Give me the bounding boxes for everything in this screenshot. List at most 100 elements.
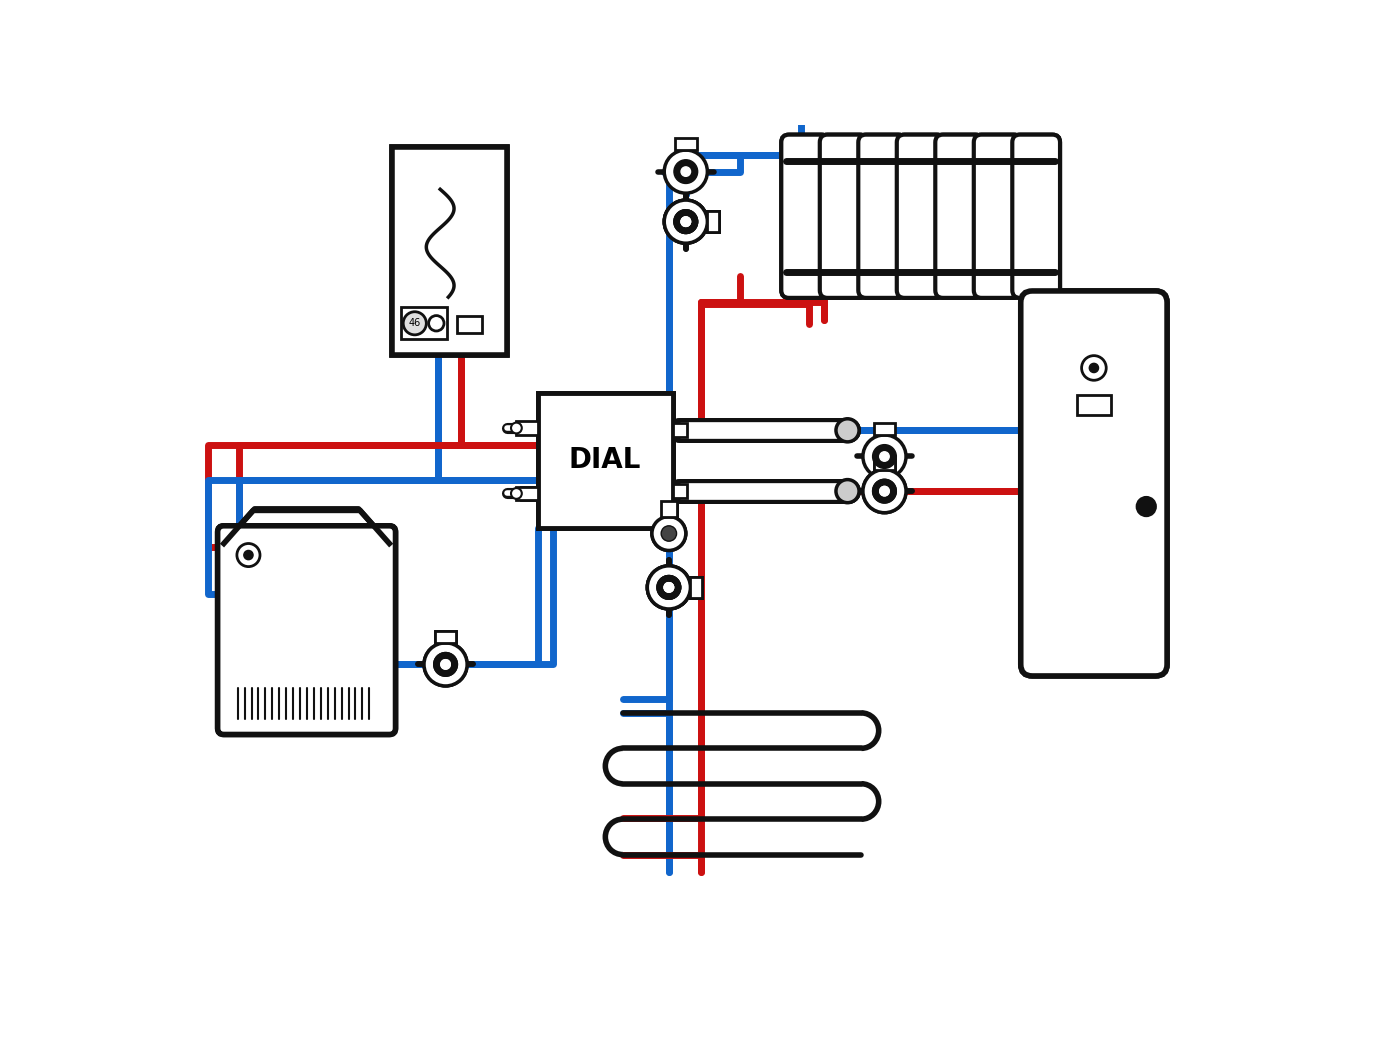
Circle shape [664, 150, 708, 193]
FancyBboxPatch shape [858, 135, 905, 298]
Circle shape [836, 480, 859, 503]
Bar [708, 211, 719, 232]
Circle shape [648, 565, 691, 609]
Circle shape [1089, 364, 1099, 373]
Bar [708, 211, 719, 232]
Bar [673, 484, 687, 498]
Bar [873, 458, 896, 469]
Circle shape [244, 551, 254, 560]
Bar [435, 631, 457, 643]
Circle shape [836, 419, 859, 442]
Bar [517, 487, 538, 501]
Circle shape [403, 311, 426, 334]
Bar [391, 147, 507, 355]
Circle shape [837, 419, 858, 441]
FancyBboxPatch shape [217, 526, 396, 735]
Circle shape [440, 659, 450, 669]
FancyBboxPatch shape [1013, 135, 1060, 298]
FancyBboxPatch shape [935, 135, 983, 298]
FancyBboxPatch shape [974, 135, 1021, 298]
Bar [1077, 395, 1110, 415]
Circle shape [681, 167, 691, 177]
Bar [1077, 395, 1110, 415]
Bar [457, 317, 482, 333]
Circle shape [1081, 355, 1106, 380]
Circle shape [872, 480, 896, 503]
Bar [517, 421, 538, 435]
Bar [676, 138, 696, 150]
Circle shape [652, 516, 685, 551]
Bar [538, 393, 673, 528]
Bar [873, 458, 896, 469]
Bar [391, 147, 507, 355]
FancyBboxPatch shape [820, 135, 868, 298]
Bar [691, 577, 702, 598]
Bar [662, 502, 677, 516]
Circle shape [657, 576, 681, 599]
FancyBboxPatch shape [1021, 291, 1167, 676]
Circle shape [662, 526, 677, 541]
Circle shape [237, 543, 260, 566]
Circle shape [652, 516, 685, 551]
Circle shape [664, 583, 674, 593]
Circle shape [440, 659, 450, 669]
Circle shape [837, 481, 858, 502]
Bar [521, 487, 538, 500]
FancyBboxPatch shape [781, 135, 829, 298]
Circle shape [1137, 497, 1156, 516]
Circle shape [244, 551, 254, 560]
Circle shape [237, 543, 260, 566]
Circle shape [657, 576, 681, 599]
Bar [457, 317, 482, 333]
Circle shape [681, 217, 691, 227]
FancyBboxPatch shape [935, 135, 983, 298]
Circle shape [1089, 364, 1099, 373]
Circle shape [664, 583, 674, 593]
Circle shape [429, 316, 444, 331]
Circle shape [511, 422, 522, 434]
FancyBboxPatch shape [217, 526, 396, 735]
Text: 46: 46 [408, 319, 421, 328]
Circle shape [648, 565, 691, 609]
Bar [691, 577, 702, 598]
Circle shape [880, 451, 889, 461]
Text: DIAL: DIAL [568, 446, 641, 474]
Text: 46: 46 [408, 319, 421, 328]
Bar [401, 307, 447, 340]
Circle shape [674, 210, 698, 233]
Circle shape [674, 160, 698, 184]
Circle shape [872, 444, 896, 468]
FancyBboxPatch shape [1021, 291, 1167, 676]
Text: DIAL: DIAL [568, 446, 641, 474]
Circle shape [674, 210, 698, 233]
Circle shape [1081, 355, 1106, 380]
Circle shape [429, 316, 444, 331]
Circle shape [664, 200, 708, 243]
Circle shape [517, 423, 525, 433]
Circle shape [648, 565, 691, 609]
Circle shape [511, 488, 522, 498]
FancyBboxPatch shape [820, 135, 868, 298]
Circle shape [662, 526, 677, 541]
Circle shape [662, 526, 677, 541]
Circle shape [681, 217, 691, 227]
Circle shape [403, 311, 426, 334]
Bar [708, 211, 719, 232]
Circle shape [657, 576, 681, 599]
FancyBboxPatch shape [1013, 135, 1060, 298]
Circle shape [517, 489, 525, 498]
Circle shape [862, 469, 905, 513]
FancyBboxPatch shape [897, 135, 944, 298]
Bar [401, 307, 447, 340]
Circle shape [664, 200, 708, 243]
Circle shape [664, 200, 708, 243]
Bar [691, 577, 702, 598]
Bar [673, 423, 687, 437]
Circle shape [652, 516, 685, 551]
Bar [662, 502, 677, 516]
Bar [538, 393, 673, 528]
Circle shape [1137, 497, 1156, 516]
Bar [521, 422, 538, 434]
Circle shape [862, 469, 905, 513]
FancyBboxPatch shape [897, 135, 944, 298]
